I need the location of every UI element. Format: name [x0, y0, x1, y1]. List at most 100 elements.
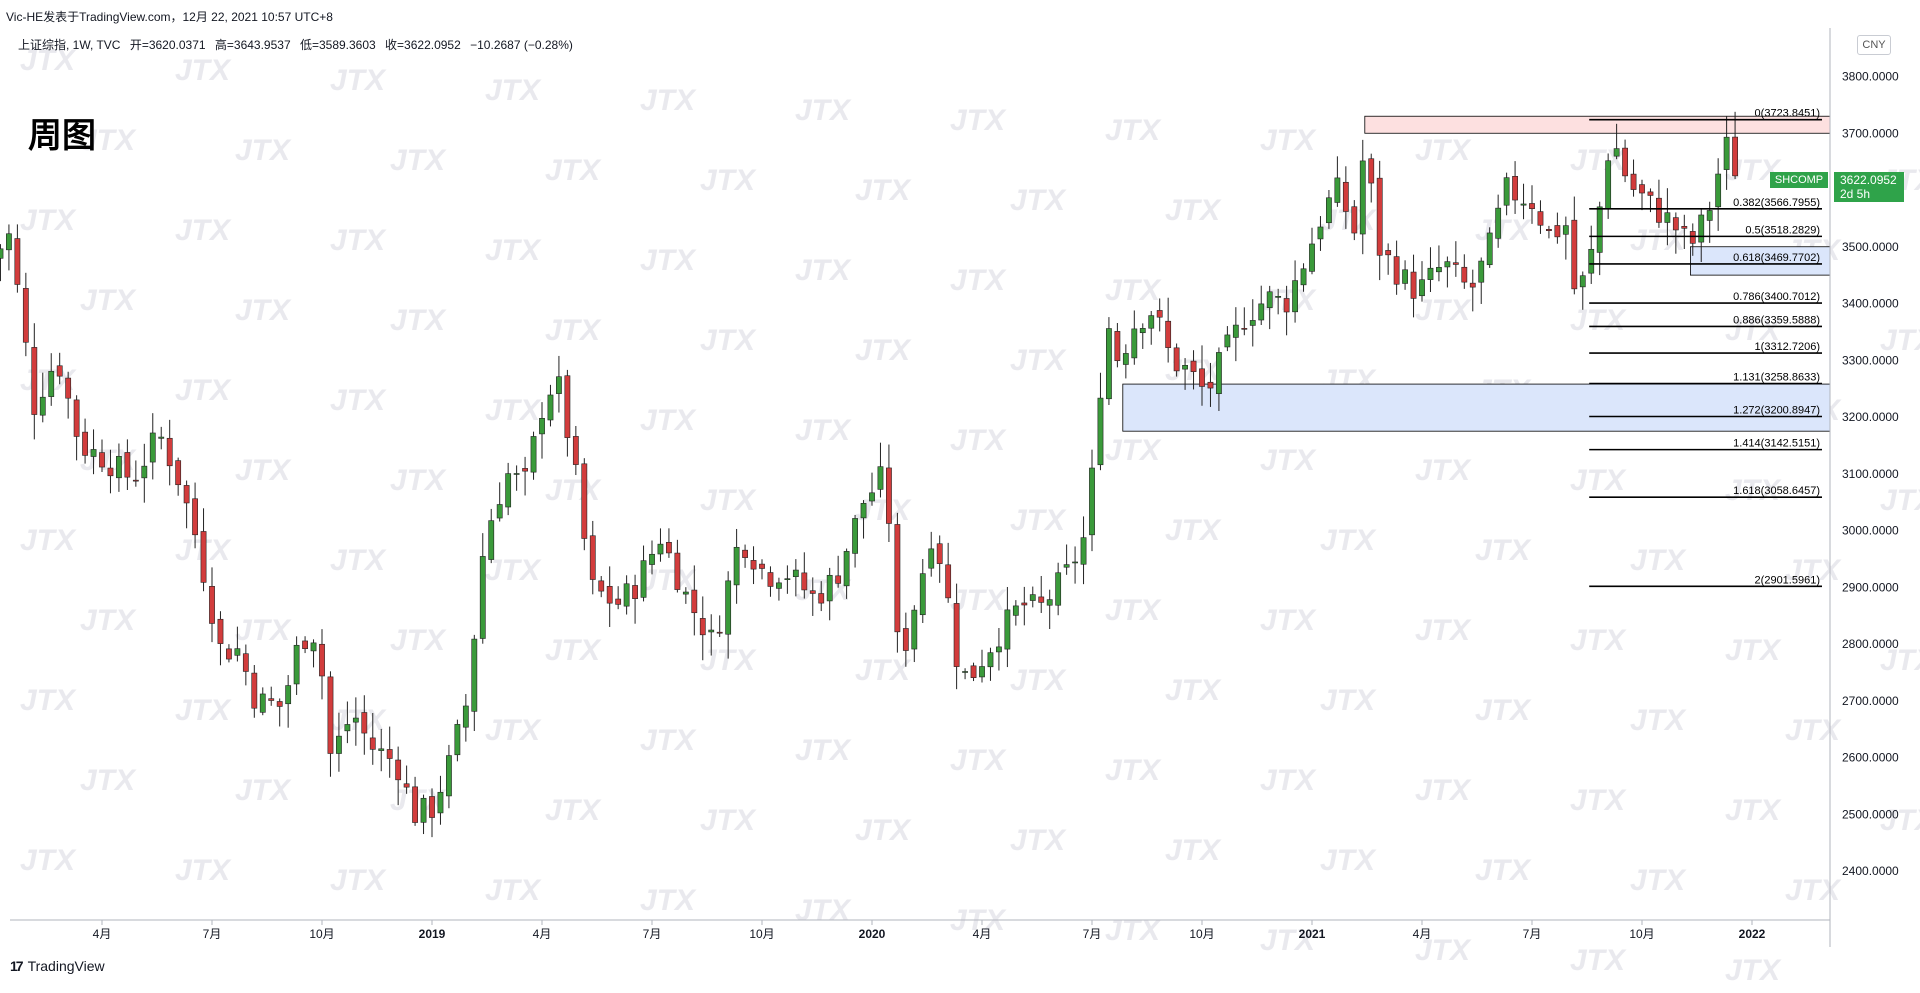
candle-up	[1520, 203, 1527, 206]
candles-layer	[0, 111, 1738, 838]
candle-down	[1342, 181, 1349, 212]
x-tick-label: 10月	[1189, 927, 1214, 941]
candle-down	[386, 749, 393, 759]
candle-up	[1275, 295, 1282, 298]
candle-down	[1512, 176, 1518, 201]
open-value: 开=3620.0371	[129, 38, 206, 52]
candle-down	[1021, 602, 1028, 606]
x-tick-label: 2019	[419, 927, 446, 941]
watermark-text: JTX	[1320, 524, 1377, 557]
fib-level-label: 1.414(3142.5151)	[1733, 438, 1820, 450]
watermark-text: JTX	[1475, 214, 1532, 247]
support-zone	[1122, 383, 1831, 432]
candle-up	[657, 543, 664, 555]
candle-up	[1004, 609, 1011, 650]
candle-down	[801, 572, 808, 591]
candle-up	[149, 432, 156, 463]
footer-brand[interactable]: 17 TradingView	[10, 958, 105, 974]
candle-up	[1139, 328, 1146, 334]
watermark-text: JTX	[950, 264, 1007, 297]
candle-up	[1596, 206, 1603, 253]
fib-level-label: 0.786(3400.7012)	[1733, 291, 1820, 303]
candle-down	[1241, 328, 1248, 330]
candle-up	[488, 520, 495, 560]
watermark-text: JTX	[700, 804, 757, 837]
candle-up	[344, 724, 351, 732]
watermark-text: JTX	[1570, 624, 1627, 657]
publish-title: Vic-HE发表于TradingView.com，12月 22, 2021 10…	[6, 10, 333, 24]
watermark-text: JTX	[640, 84, 697, 117]
candle-down	[894, 524, 901, 633]
watermark-text: JTX	[1880, 644, 1920, 677]
watermark-text: JTX	[1630, 864, 1687, 897]
y-tick-label: 2600.0000	[1842, 751, 1899, 765]
watermark-text: JTX	[700, 484, 757, 517]
candle-up	[6, 233, 12, 251]
candle-down	[429, 796, 435, 818]
y-tick-label: 2400.0000	[1842, 864, 1899, 878]
watermark-text: JTX	[175, 694, 232, 727]
watermark-text: JTX	[1570, 784, 1627, 817]
candle-down	[361, 712, 368, 734]
watermark-text: JTX	[175, 214, 232, 247]
candle-up	[640, 560, 647, 598]
candle-up	[1402, 269, 1408, 284]
watermark-text: JTX	[545, 154, 602, 187]
candle-up	[420, 797, 427, 823]
watermark-text: JTX	[640, 564, 697, 597]
candle-down	[22, 288, 29, 343]
candle-up	[649, 553, 655, 565]
candle-up	[336, 735, 342, 754]
candle-down	[1554, 225, 1561, 238]
watermark-text: JTX	[545, 314, 602, 347]
watermark-text: JTX	[1165, 674, 1222, 707]
x-tick-label: 7月	[1523, 927, 1542, 941]
candle-down	[1461, 266, 1468, 283]
watermark-text: JTX	[1570, 304, 1627, 337]
candle-down	[1199, 368, 1205, 387]
candle-up	[454, 724, 461, 756]
watermark-text: JTX	[1475, 694, 1532, 727]
watermark-text: JTX	[855, 174, 912, 207]
watermark-text: JTX	[1260, 124, 1317, 157]
y-tick-label: 2500.0000	[1842, 807, 1899, 821]
watermark-text: JTX	[1010, 664, 1067, 697]
candle-down	[589, 535, 596, 580]
watermark-text: JTX	[20, 684, 77, 717]
candle-up	[496, 504, 503, 519]
x-tick-label: 2021	[1299, 927, 1326, 941]
candle-down	[564, 375, 571, 438]
time-axis: 4月 7月 10月 2019 4月 7月 10月 2020 4月 7月 10月 2021 4月 7月 10月…	[93, 920, 1766, 941]
watermark-text: JTX	[330, 384, 387, 417]
candle-down	[268, 698, 275, 701]
y-tick-label: 3000.0000	[1842, 524, 1899, 538]
candle-up	[547, 394, 554, 421]
watermark-text: JTX	[1010, 184, 1067, 217]
candle-down	[1283, 298, 1290, 313]
candle-up	[784, 578, 791, 580]
watermark-text: JTX	[485, 394, 542, 427]
candle-down	[1038, 596, 1045, 603]
watermark-text: JTX	[1570, 464, 1627, 497]
x-tick-label: 7月	[643, 927, 662, 941]
candle-up	[39, 396, 46, 416]
watermark-text: JTX	[855, 654, 912, 687]
last-price-tag: 3622.0952 2d 5h	[1834, 172, 1904, 202]
watermark-text: JTX	[235, 134, 292, 167]
candle-down	[183, 485, 190, 504]
fib-level-label: 0.618(3469.7702)	[1733, 252, 1820, 264]
watermark-text: JTX	[700, 324, 757, 357]
currency-button[interactable]: CNY	[1857, 35, 1891, 55]
fib-level-label: 0.382(3566.7955)	[1733, 197, 1820, 209]
watermark-text: JTX	[1415, 614, 1472, 647]
candle-up	[1613, 148, 1620, 157]
ohlc-legend: 上证综指, 1W, TVC 开=3620.0371 高=3643.9537 低=…	[18, 36, 579, 53]
y-tick-label: 3100.0000	[1842, 467, 1899, 481]
candle-up	[234, 648, 241, 656]
candle-up	[1249, 320, 1256, 326]
candle-up	[1046, 599, 1053, 606]
candle-up	[530, 436, 537, 473]
watermark-text: JTX	[390, 464, 447, 497]
candle-down	[970, 665, 977, 678]
